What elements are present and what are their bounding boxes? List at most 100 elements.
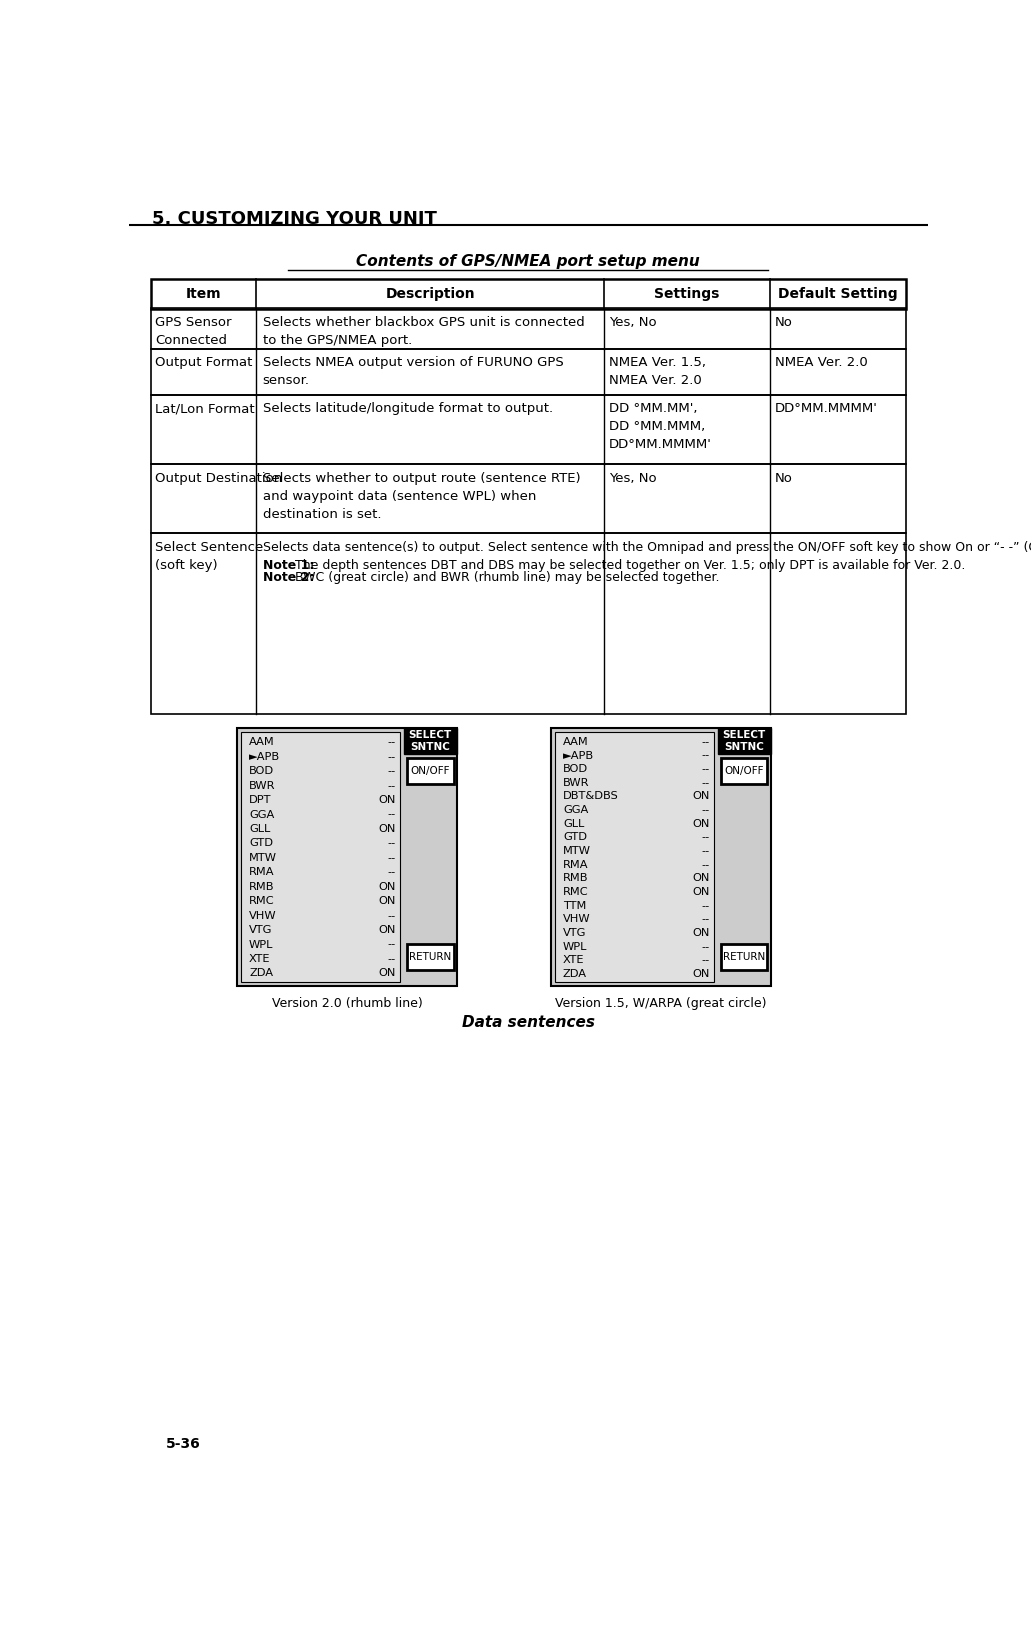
Text: ON: ON (692, 928, 709, 938)
Text: SELECT
SNTNC: SELECT SNTNC (723, 730, 766, 752)
Text: --: -- (701, 765, 709, 775)
Text: ON: ON (692, 887, 709, 897)
Text: Lat/Lon Format: Lat/Lon Format (156, 402, 255, 415)
Text: ►APB: ►APB (563, 750, 594, 760)
Text: Selects latitude/longitude format to output.: Selects latitude/longitude format to out… (263, 402, 553, 415)
Text: ON: ON (692, 791, 709, 802)
Text: DBT&DBS: DBT&DBS (563, 791, 619, 802)
Text: --: -- (701, 956, 709, 966)
Text: DD °MM.MM',
DD °MM.MMM,
DD°MM.MMMM': DD °MM.MM', DD °MM.MMM, DD°MM.MMMM' (608, 402, 711, 451)
Text: Contents of GPS/NMEA port setup menu: Contents of GPS/NMEA port setup menu (356, 253, 700, 270)
Text: Item: Item (186, 288, 222, 301)
Text: --: -- (388, 838, 396, 848)
Text: RMA: RMA (250, 868, 274, 877)
Bar (237, 729, 457, 985)
Text: RMA: RMA (563, 859, 589, 869)
Text: --: -- (388, 940, 396, 949)
Text: Yes, No: Yes, No (608, 472, 656, 485)
Bar (721, 758, 767, 784)
Text: 5. CUSTOMIZING YOUR UNIT: 5. CUSTOMIZING YOUR UNIT (153, 209, 437, 227)
Text: GGA: GGA (563, 806, 588, 815)
Text: XTE: XTE (563, 956, 585, 966)
Text: VTG: VTG (250, 925, 272, 935)
Text: DPT: DPT (250, 796, 271, 806)
Text: NMEA Ver. 1.5,
NMEA Ver. 2.0: NMEA Ver. 1.5, NMEA Ver. 2.0 (608, 356, 705, 387)
Text: Selects whether blackbox GPS unit is connected
to the GPS/NMEA port.: Selects whether blackbox GPS unit is con… (263, 317, 585, 346)
Text: ON: ON (692, 873, 709, 884)
Text: ON/OFF: ON/OFF (410, 766, 451, 776)
Text: Output Format: Output Format (156, 356, 253, 369)
Text: ►APB: ►APB (250, 752, 280, 761)
Text: --: -- (388, 737, 396, 747)
Text: ON: ON (692, 969, 709, 979)
Bar (241, 732, 400, 982)
Text: --: -- (701, 941, 709, 951)
Text: ON/OFF: ON/OFF (725, 766, 764, 776)
Text: BWR: BWR (563, 778, 590, 788)
Bar (151, 464, 906, 533)
Text: VHW: VHW (250, 910, 276, 920)
Bar (151, 348, 906, 395)
Text: WPL: WPL (563, 941, 588, 951)
Text: Selects NMEA output version of FURUNO GPS
sensor.: Selects NMEA output version of FURUNO GP… (263, 356, 563, 387)
Text: Selects data sentence(s) to output. Select sentence with the Omnipad and press t: Selects data sentence(s) to output. Sele… (263, 541, 1031, 554)
Bar (552, 729, 770, 985)
Text: Select Sentence
(soft key): Select Sentence (soft key) (156, 541, 264, 572)
Text: --: -- (388, 752, 396, 761)
Text: No: No (775, 317, 793, 328)
Text: Note 1:: Note 1: (263, 559, 313, 572)
Text: Yes, No: Yes, No (608, 317, 656, 328)
Text: VHW: VHW (563, 915, 591, 925)
Text: VTG: VTG (563, 928, 587, 938)
Text: Version 2.0 (rhumb line): Version 2.0 (rhumb line) (271, 997, 423, 1010)
Text: AAM: AAM (250, 737, 274, 747)
Text: --: -- (701, 806, 709, 815)
Text: XTE: XTE (250, 954, 270, 964)
Bar (407, 758, 454, 784)
Text: BWR: BWR (250, 781, 275, 791)
Text: GTD: GTD (563, 832, 587, 843)
Text: --: -- (701, 859, 709, 869)
Text: --: -- (388, 954, 396, 964)
Text: Default Setting: Default Setting (778, 288, 898, 301)
Text: --: -- (701, 846, 709, 856)
Text: --: -- (388, 766, 396, 776)
Text: Note 2:: Note 2: (263, 570, 313, 583)
Text: ZDA: ZDA (563, 969, 587, 979)
Text: --: -- (388, 868, 396, 877)
Text: RETURN: RETURN (409, 953, 452, 962)
Text: RMB: RMB (250, 882, 274, 892)
Text: Data sentences: Data sentences (462, 1015, 595, 1031)
Text: DD°MM.MMMM': DD°MM.MMMM' (775, 402, 877, 415)
Text: Description: Description (386, 288, 475, 301)
Text: The depth sentences DBT and DBS may be selected together on Ver. 1.5; only DPT i: The depth sentences DBT and DBS may be s… (292, 559, 966, 572)
Text: TTM: TTM (563, 900, 587, 910)
Text: ON: ON (378, 796, 396, 806)
Text: ON: ON (378, 882, 396, 892)
Text: NMEA Ver. 2.0: NMEA Ver. 2.0 (775, 356, 868, 369)
Text: Output Destination: Output Destination (156, 472, 282, 485)
Text: RMC: RMC (563, 887, 589, 897)
Text: --: -- (701, 737, 709, 747)
Text: ON: ON (378, 969, 396, 979)
Bar (718, 729, 770, 755)
Text: --: -- (388, 910, 396, 920)
Text: --: -- (701, 778, 709, 788)
Bar (151, 309, 906, 348)
Text: BWC (great circle) and BWR (rhumb line) may be selected together.: BWC (great circle) and BWR (rhumb line) … (292, 570, 720, 583)
Text: --: -- (701, 915, 709, 925)
Text: GTD: GTD (250, 838, 273, 848)
Bar (151, 533, 906, 714)
Text: --: -- (701, 832, 709, 843)
Bar (407, 944, 454, 971)
Text: --: -- (701, 900, 709, 910)
Text: RETURN: RETURN (723, 953, 765, 962)
Text: Selects whether to output route (sentence RTE)
and waypoint data (sentence WPL) : Selects whether to output route (sentenc… (263, 472, 580, 521)
Text: BOD: BOD (250, 766, 274, 776)
Text: GLL: GLL (250, 824, 270, 833)
Bar (404, 729, 457, 755)
Text: --: -- (388, 853, 396, 863)
Text: GGA: GGA (250, 809, 274, 820)
Bar (151, 395, 906, 464)
Bar (555, 732, 714, 982)
